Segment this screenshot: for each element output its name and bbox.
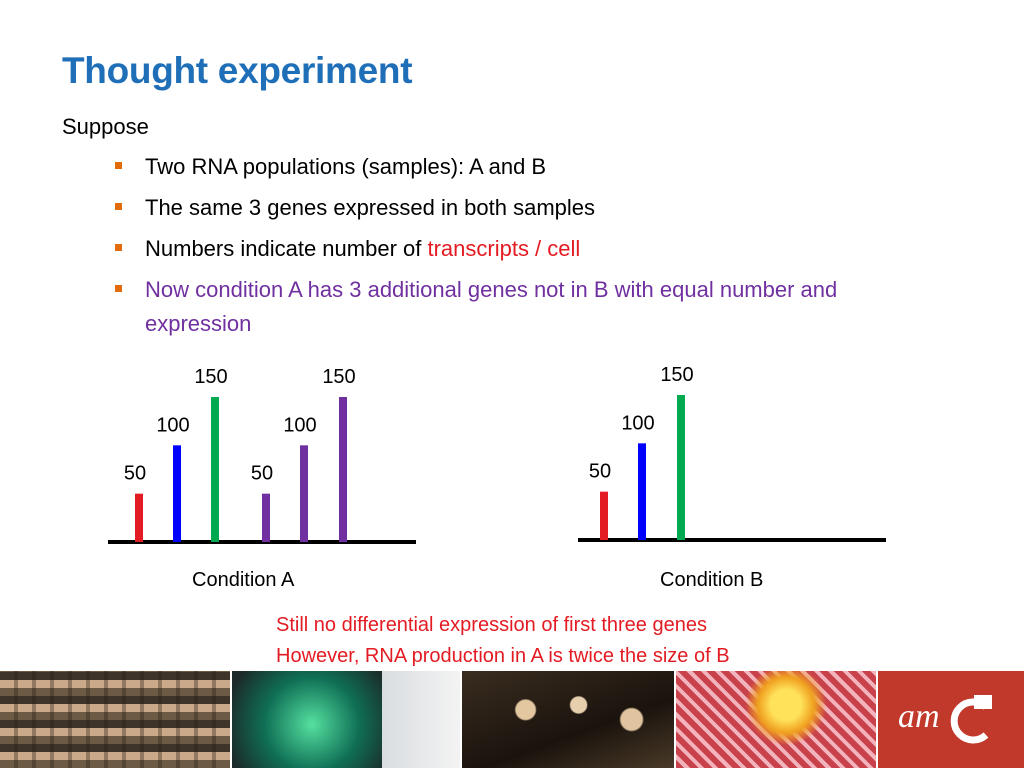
- bullet-item: Numbers indicate number of transcripts /…: [112, 232, 942, 266]
- notes-block: Still no differential expression of firs…: [276, 610, 730, 672]
- chart-data-label: 100: [621, 412, 654, 434]
- bar-charts: 50 100 150 50 100 150 50 100 150: [108, 364, 886, 544]
- chart-bar: [211, 397, 219, 542]
- bullet-text: Numbers indicate number of: [145, 236, 428, 261]
- anatomy-painting: [462, 671, 674, 768]
- intro-text: Suppose: [62, 114, 149, 139]
- bullet-text: Two RNA populations (samples): A and B: [145, 154, 547, 179]
- chart-data-label: 100: [283, 414, 316, 436]
- note-line: However, RNA production in A is twice th…: [276, 645, 730, 667]
- bullet-marker-icon: [115, 285, 122, 292]
- bullet-item: Two RNA populations (samples): A and B: [112, 150, 942, 184]
- bullet-highlight: transcripts / cell: [427, 236, 581, 261]
- bullet-marker-icon: [115, 162, 122, 169]
- slide-title: Thought experiment: [62, 50, 413, 91]
- brain-scan-photo: [232, 671, 460, 768]
- chart-bar: [600, 491, 608, 540]
- footer-image-strip: [0, 671, 1024, 768]
- chart-bar: [300, 445, 308, 542]
- chart-data-label: 150: [322, 366, 355, 388]
- chart-bar: [677, 395, 685, 540]
- chart-a-xlabel: Condition A: [192, 569, 295, 591]
- chart-data-label: 150: [660, 364, 693, 386]
- chart-b-xlabel: Condition B: [660, 569, 764, 591]
- chart-bar: [339, 397, 347, 542]
- bullet-list: Two RNA populations (samples): A and B T…: [112, 150, 942, 348]
- chart-bar: [262, 493, 270, 542]
- bullet-text: Now condition A has 3 additional genes n…: [145, 277, 838, 336]
- chart-data-label: 50: [251, 463, 273, 485]
- chart-bar: [135, 493, 143, 542]
- chart-data-label: 50: [589, 461, 611, 483]
- tissue-micrograph: [676, 671, 876, 768]
- chart-data-label: 50: [124, 463, 146, 485]
- chart-data-label: 150: [194, 366, 227, 388]
- bullet-text: The same 3 genes expressed in both sampl…: [145, 195, 596, 220]
- note-line: Still no differential expression of firs…: [276, 614, 707, 636]
- chart-data-label: 100: [156, 414, 189, 436]
- lecture-hall-photo: [0, 671, 230, 768]
- bullet-marker-icon: [115, 244, 122, 251]
- chart-bar: [638, 443, 646, 540]
- bullet-item: Now condition A has 3 additional genes n…: [112, 273, 942, 341]
- amc-logo-icon: [950, 695, 992, 744]
- bullet-item: The same 3 genes expressed in both sampl…: [112, 191, 942, 225]
- bullet-marker-icon: [115, 203, 122, 210]
- amc-logo-text: am: [898, 698, 940, 735]
- chart-bar: [173, 445, 181, 542]
